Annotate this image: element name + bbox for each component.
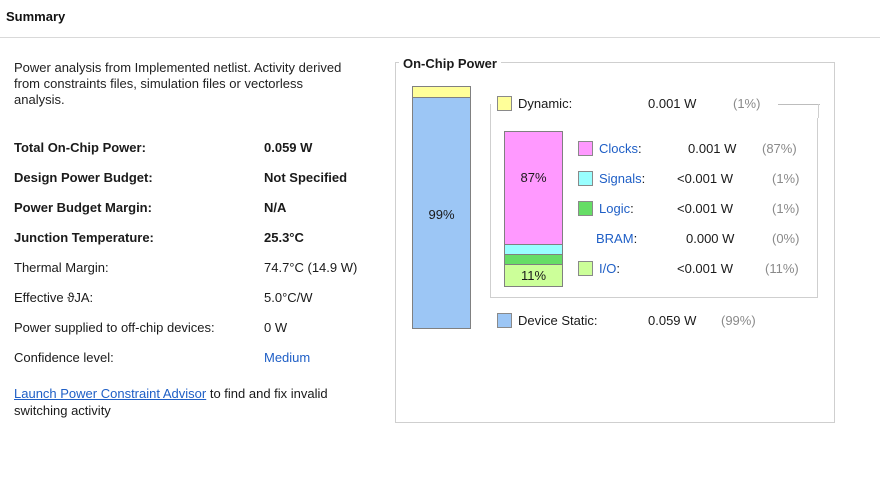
row-value: 5.0°C/W — [264, 290, 313, 305]
logic-value: <0.001 W — [677, 201, 734, 216]
breakdown-box-edge — [490, 104, 491, 118]
row-value: N/A — [264, 200, 287, 215]
io-percent-legend: (11%) — [765, 261, 799, 276]
breakdown-row-logic[interactable]: Logic: — [599, 199, 634, 219]
row-label: Design Power Budget: — [14, 170, 153, 185]
row-label: Power Budget Margin: — [14, 200, 152, 215]
io-percent: 11% — [520, 268, 547, 283]
breakdown-row-io[interactable]: I/O: — [599, 259, 620, 279]
signals-link[interactable]: Signals — [599, 171, 642, 186]
device-static-label: Device Static: — [518, 313, 598, 328]
clocks-swatch — [578, 141, 593, 156]
dynamic-percent: (1%) — [733, 96, 761, 111]
clocks-percent: 87% — [520, 170, 547, 185]
row-value: 0 W — [264, 320, 288, 335]
label-colon: : — [638, 141, 642, 156]
clocks-value: 0.001 W — [688, 141, 737, 156]
bram-link[interactable]: BRAM — [596, 231, 634, 246]
confidence-level-link[interactable]: Medium — [264, 350, 311, 365]
device-static-percent: (99%) — [721, 313, 756, 328]
breakdown-box-edge — [818, 104, 819, 118]
section-title: Summary — [6, 9, 66, 24]
row-label: Junction Temperature: — [14, 230, 154, 245]
row-label: Thermal Margin: — [14, 260, 109, 275]
signals-percent: (1%) — [772, 171, 800, 186]
label-colon: : — [633, 231, 638, 246]
signals-swatch — [578, 171, 593, 186]
dynamic-breakdown-bar: 87% 11% — [504, 131, 563, 287]
signals-value: <0.001 W — [677, 171, 734, 186]
analysis-description: Power analysis from Implemented netlist.… — [14, 60, 342, 107]
dynamic-value: 0.001 W — [648, 96, 697, 111]
row-label: Total On-Chip Power: — [14, 140, 146, 155]
row-label: Confidence level: — [14, 350, 114, 365]
row-value: 74.7°C (14.9 W) — [264, 260, 358, 275]
device-static-swatch — [497, 313, 512, 328]
io-swatch — [578, 261, 593, 276]
total-power-bar: 99% — [412, 86, 471, 329]
advisor-note: Launch Power Constraint Advisor to find … — [14, 385, 354, 419]
io-segment: 11% — [505, 264, 562, 286]
io-link[interactable]: I/O — [599, 261, 617, 276]
logic-link[interactable]: Logic — [599, 201, 631, 216]
row-label: Effective ϑJA: — [14, 290, 94, 305]
logic-segment — [505, 254, 562, 264]
label-colon: : — [630, 201, 634, 216]
logic-swatch — [578, 201, 593, 216]
dynamic-swatch — [497, 96, 512, 111]
bram-value: 0.000 W — [686, 231, 735, 246]
clocks-percent-legend: (87%) — [762, 141, 797, 156]
device-static-value: 0.059 W — [648, 313, 697, 328]
dynamic-label: Dynamic: — [518, 96, 573, 111]
power-constraint-advisor-link[interactable]: Launch Power Constraint Advisor — [14, 386, 207, 401]
row-value: Not Specified — [264, 170, 348, 185]
signals-segment — [505, 244, 562, 254]
breakdown-row-signals[interactable]: Signals: — [599, 169, 645, 189]
on-chip-power-panel — [395, 62, 835, 423]
dynamic-power-segment — [413, 87, 470, 98]
logic-percent: (1%) — [772, 201, 800, 216]
static-power-percent: 99% — [428, 207, 455, 222]
dynamic-connector-line — [778, 104, 820, 105]
dynamic-breakdown-box — [490, 118, 818, 298]
breakdown-row-clocks[interactable]: Clocks: — [599, 139, 642, 159]
on-chip-power-title: On-Chip Power — [399, 56, 501, 71]
advisor-note-text: to find and fix invalid switching activi… — [14, 386, 328, 418]
clocks-link[interactable]: Clocks — [599, 141, 639, 156]
row-value: 0.059 W — [264, 140, 313, 155]
divider — [0, 37, 880, 38]
row-label: Power supplied to off-chip devices: — [14, 320, 215, 335]
label-colon: : — [616, 261, 620, 276]
row-value: 25.3°C — [264, 230, 304, 245]
io-value: <0.001 W — [677, 261, 734, 276]
bram-percent: (0%) — [772, 231, 800, 246]
breakdown-row-bram[interactable]: BRAM: — [596, 229, 637, 249]
label-colon: : — [641, 171, 646, 186]
